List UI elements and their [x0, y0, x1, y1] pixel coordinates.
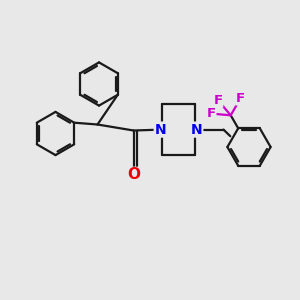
Text: F: F: [214, 94, 223, 107]
Text: N: N: [191, 123, 202, 136]
Text: F: F: [236, 92, 245, 105]
Text: N: N: [155, 123, 166, 136]
Text: F: F: [207, 107, 216, 120]
Text: O: O: [127, 167, 140, 182]
